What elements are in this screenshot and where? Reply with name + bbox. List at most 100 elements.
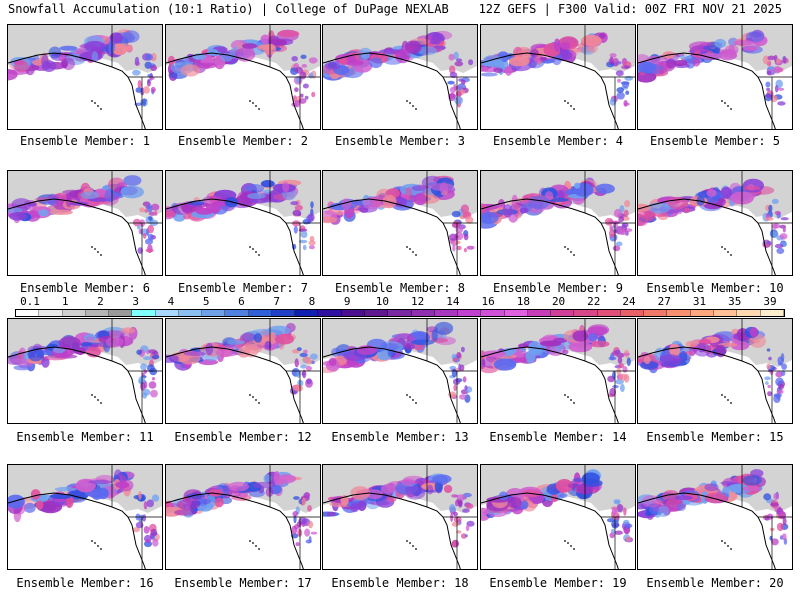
political-borders <box>426 465 477 569</box>
ensemble-map-19 <box>480 464 636 570</box>
colorbar-tick-label: 31 <box>692 295 707 308</box>
snowfall-swath <box>323 473 475 548</box>
colorbar-swatch <box>620 310 645 316</box>
political-borders <box>584 319 635 423</box>
ensemble-map-1 <box>7 24 163 130</box>
hawaii-islands <box>249 394 260 404</box>
ensemble-map-8 <box>322 170 478 276</box>
colorbar-tick-label: 18 <box>516 295 530 308</box>
ensemble-member-label: Ensemble Member: 9 <box>492 281 624 295</box>
snowfall-swath <box>638 178 789 254</box>
hawaii-islands <box>91 540 102 550</box>
colorbar-swatch <box>434 310 459 316</box>
hawaii-islands <box>249 246 260 256</box>
colorbar-swatch <box>318 310 342 316</box>
colorbar-swatches <box>15 309 785 317</box>
colorbar-swatch <box>597 310 621 316</box>
coastline <box>323 346 461 423</box>
colorbar-swatch <box>248 310 272 316</box>
political-borders <box>269 319 320 423</box>
colorbar-swatch <box>16 310 40 316</box>
colorbar-tick-label: 3 <box>132 295 140 308</box>
hawaii-islands <box>564 540 575 550</box>
colorbar-tick-label: 35 <box>728 295 742 308</box>
ensemble-member-label: Ensemble Member: 16 <box>16 576 154 590</box>
colorbar-swatch <box>225 310 249 316</box>
colorbar-swatch <box>551 310 575 316</box>
ensemble-map-3 <box>322 24 478 130</box>
coastline <box>166 52 304 129</box>
ensemble-member-label: Ensemble Member: 15 <box>646 430 784 444</box>
ensemble-map-2 <box>165 24 321 130</box>
colorbar-tick-label: 20 <box>551 295 566 308</box>
ensemble-member-label: Ensemble Member: 19 <box>489 576 627 590</box>
colorbar-swatch <box>39 310 63 316</box>
colorbar-swatch <box>85 310 110 316</box>
ensemble-map-20 <box>637 464 793 570</box>
coastline <box>8 52 146 129</box>
ensemble-map-14 <box>480 318 636 424</box>
ensemble-member-label: Ensemble Member: 12 <box>174 430 312 444</box>
colorbar-tick-label: 39 <box>763 295 777 308</box>
coastline <box>638 198 776 275</box>
coastline <box>8 198 146 275</box>
political-borders <box>584 25 635 129</box>
coastline <box>638 492 776 569</box>
colorbar-tick-label: 5 <box>202 295 210 308</box>
colorbar-tick-label: 12 <box>410 295 425 308</box>
coastline <box>166 346 304 423</box>
colorbar-swatch <box>132 310 156 316</box>
colorbar-tick-label: 7 <box>273 295 280 308</box>
snowfall-swath <box>323 321 473 403</box>
coastline <box>638 346 776 423</box>
snowfall-swath <box>638 326 787 403</box>
coastline <box>166 492 304 569</box>
ensemble-member-label: Ensemble Member: 18 <box>331 576 469 590</box>
colorbar-swatch <box>295 310 319 316</box>
chart-title: Snowfall Accumulation (10:1 Ratio) | Col… <box>8 2 449 16</box>
hawaii-islands <box>721 246 732 256</box>
snowfall-swath <box>481 32 633 107</box>
political-borders <box>584 171 635 275</box>
ensemble-member-label: Ensemble Member: 3 <box>334 134 466 148</box>
ensemble-map-7 <box>165 170 321 276</box>
ensemble-member-label: Ensemble Member: 2 <box>177 134 309 148</box>
colorbar-tick-label: 6 <box>238 295 245 308</box>
ensemble-map-6 <box>7 170 163 276</box>
ensemble-member-label: Ensemble Member: 20 <box>646 576 784 590</box>
political-borders <box>426 171 477 275</box>
colorbar-swatch <box>341 310 365 316</box>
hawaii-islands <box>91 394 102 404</box>
colorbar-swatch <box>62 310 86 316</box>
coastline <box>481 198 619 275</box>
colorbar-tick-label: 8 <box>308 295 316 308</box>
snowfall-swath <box>323 175 475 253</box>
political-borders <box>741 171 792 275</box>
colorbar-swatch <box>481 310 505 316</box>
colorbar-tick-label: 10 <box>375 295 389 308</box>
colorbar-swatch <box>458 310 482 316</box>
hawaii-islands <box>721 394 732 404</box>
model-valid-time: 12Z GEFS | F300 Valid: 00Z FRI NOV 21 20… <box>478 2 782 16</box>
colorbar-tick-label: 27 <box>657 295 671 308</box>
colorbar-swatch <box>178 310 203 316</box>
ensemble-map-13 <box>322 318 478 424</box>
political-borders <box>269 25 320 129</box>
colorbar-tick-label: 0.1 <box>20 295 40 308</box>
snowfall-swath <box>481 177 633 252</box>
political-borders <box>111 171 162 275</box>
hawaii-islands <box>406 394 417 404</box>
ensemble-map-17 <box>165 464 321 570</box>
snowfall-swath <box>8 29 158 107</box>
ensemble-map-16 <box>7 464 163 570</box>
ensemble-member-label: Ensemble Member: 11 <box>16 430 154 444</box>
ensemble-map-11 <box>7 318 163 424</box>
ensemble-member-label: Ensemble Member: 7 <box>177 281 309 295</box>
colorbar-swatch <box>364 310 389 316</box>
colorbar-tick-label: 4 <box>167 295 175 308</box>
coastline <box>8 492 146 569</box>
political-borders <box>111 465 162 569</box>
hawaii-islands <box>564 100 575 110</box>
snowfall-swath <box>323 30 474 108</box>
ensemble-member-label: Ensemble Member: 1 <box>19 134 151 148</box>
